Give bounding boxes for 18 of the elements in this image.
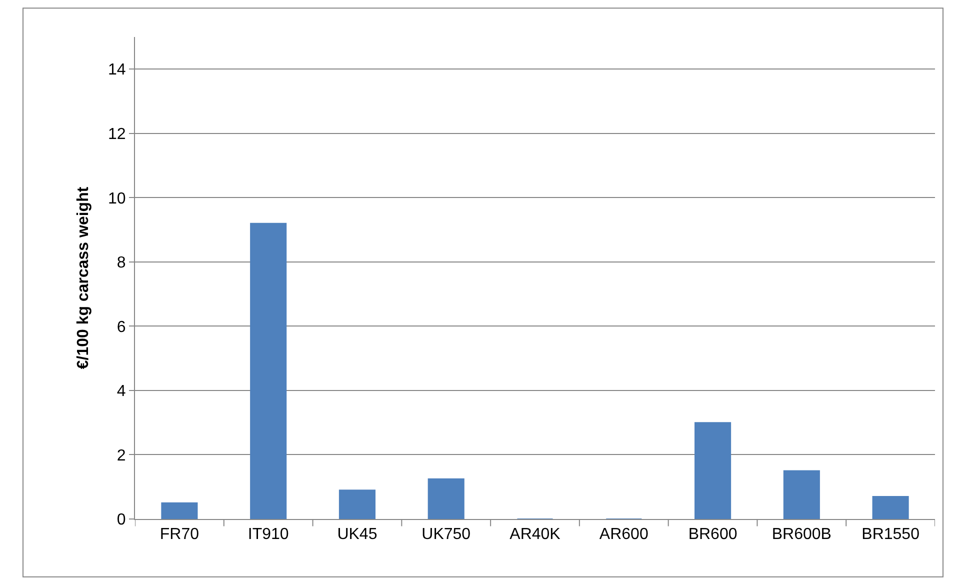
y-tick-label: 8 [116, 254, 126, 272]
x-tick-label: UK45 [337, 526, 378, 544]
x-tick-label: AR40K [510, 526, 561, 544]
x-tick-label: IT910 [248, 526, 289, 544]
y-tick-label: 0 [116, 512, 126, 529]
y-tick-label: 12 [108, 126, 126, 143]
x-tick-label: UK750 [422, 526, 471, 544]
x-tick-label: AR600 [599, 526, 648, 544]
y-tick-label: 14 [108, 62, 126, 79]
x-tick-label: BR600B [772, 526, 832, 544]
x-tick-label: BR1550 [862, 526, 920, 544]
y-tick-label: 2 [116, 447, 126, 464]
y-tick-label: 4 [116, 383, 126, 400]
y-axis-title: €/100 kg carcass weight [74, 186, 92, 370]
x-tick-label: FR70 [160, 526, 200, 544]
y-tick-label: 6 [116, 318, 126, 336]
x-tick-label: BR600 [688, 526, 738, 544]
y-tick-label: 10 [108, 190, 126, 208]
